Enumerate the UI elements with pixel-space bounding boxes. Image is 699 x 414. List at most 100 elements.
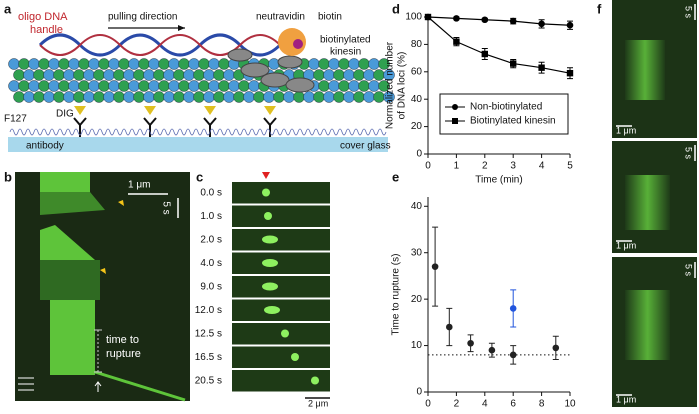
f127 xyxy=(97,128,107,136)
tubulin xyxy=(248,80,260,92)
f127 xyxy=(353,128,363,136)
tubulin xyxy=(38,58,50,70)
tubulin xyxy=(283,91,295,103)
tubulin xyxy=(128,58,140,70)
frame xyxy=(232,346,330,368)
f127 xyxy=(9,128,19,136)
spot xyxy=(262,188,270,197)
antibody-y xyxy=(143,117,157,137)
frames xyxy=(232,172,330,399)
tubulin xyxy=(123,91,135,103)
x-tick-label: 2 xyxy=(482,161,488,172)
frame xyxy=(232,182,330,204)
tubulin xyxy=(123,69,135,81)
x-tick-label: 1 xyxy=(454,161,460,172)
x-tick-label: 8 xyxy=(539,399,545,409)
tubulin xyxy=(373,91,385,103)
tubulin xyxy=(53,69,65,81)
tubulin xyxy=(58,80,70,92)
tubulin xyxy=(18,80,30,92)
scale-label: 1 μm xyxy=(616,125,636,135)
tubulin xyxy=(173,91,185,103)
f127 xyxy=(249,128,259,136)
dig xyxy=(74,106,86,115)
marker xyxy=(481,50,488,58)
y-tick-label: 80 xyxy=(411,39,423,50)
tubulin xyxy=(88,80,100,92)
scale-label: 1 μm xyxy=(616,240,636,250)
tubulin xyxy=(33,91,45,103)
signal xyxy=(625,290,670,360)
panel-label: e xyxy=(392,169,399,184)
schematic xyxy=(8,25,395,152)
time-label: 2.0 s xyxy=(200,235,222,246)
tubulin xyxy=(18,58,30,70)
dig xyxy=(204,106,216,115)
marker xyxy=(566,21,574,29)
tubulin xyxy=(178,58,190,70)
f127 xyxy=(329,128,339,136)
f127 xyxy=(193,128,203,136)
marker xyxy=(538,20,545,28)
series-line xyxy=(427,16,571,26)
marker xyxy=(446,323,453,331)
tubulin xyxy=(183,91,195,103)
marker xyxy=(509,17,517,25)
tubulin xyxy=(38,80,50,92)
tubulin xyxy=(178,80,190,92)
tubulin xyxy=(63,69,75,81)
time-label: 0.0 s xyxy=(200,188,222,199)
marker xyxy=(431,263,439,270)
y-tick-label: 100 xyxy=(405,12,422,23)
f127 xyxy=(241,128,251,136)
tubulin xyxy=(138,58,150,70)
y-tick-label: 0 xyxy=(416,149,422,160)
marker xyxy=(509,351,517,359)
f127 xyxy=(369,128,379,136)
tubulin xyxy=(23,69,35,81)
tubulin xyxy=(343,69,355,81)
label: F127 xyxy=(4,114,27,125)
tubulin xyxy=(193,69,205,81)
tubulin xyxy=(153,91,165,103)
marker xyxy=(552,344,560,352)
tubulin xyxy=(343,91,355,103)
x-tick-label: 10 xyxy=(564,399,576,409)
tubulin xyxy=(28,58,40,70)
tubulin xyxy=(218,58,230,70)
x-tick-label: 0 xyxy=(425,399,431,409)
tubulin xyxy=(198,58,210,70)
bracket xyxy=(94,329,102,373)
f127 xyxy=(73,128,83,136)
y-tick-label: 40 xyxy=(411,94,423,105)
tubulin xyxy=(213,91,225,103)
time-label: 12.0 s xyxy=(195,305,222,316)
x-tick-label: 4 xyxy=(539,161,545,172)
tubulin xyxy=(253,91,265,103)
tubulin xyxy=(103,69,115,81)
tubulin xyxy=(113,69,125,81)
f127 xyxy=(225,128,235,136)
frame xyxy=(232,229,330,251)
spot xyxy=(291,353,299,361)
label: kinesin xyxy=(330,47,361,58)
frame xyxy=(232,370,330,392)
f127 xyxy=(289,128,299,136)
spot xyxy=(281,329,289,338)
signal xyxy=(40,172,90,192)
marker xyxy=(510,60,517,67)
signal xyxy=(40,260,100,300)
tubulin xyxy=(228,80,240,92)
tubulin xyxy=(58,58,70,70)
marker xyxy=(509,305,517,312)
tubulin xyxy=(328,80,340,92)
f127 xyxy=(361,128,371,136)
tubulin xyxy=(223,69,235,81)
tubulin xyxy=(363,91,375,103)
f127 xyxy=(257,128,267,136)
legend-label: Non-biotinylated xyxy=(470,102,542,113)
kinesin xyxy=(260,72,290,88)
f127 xyxy=(313,128,323,136)
tubulin xyxy=(158,58,170,70)
tubulin xyxy=(348,58,360,70)
